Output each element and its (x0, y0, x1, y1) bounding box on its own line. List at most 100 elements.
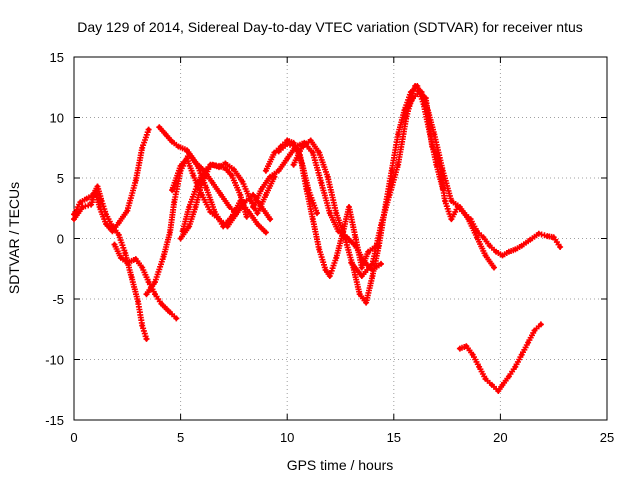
data-point (449, 216, 454, 222)
data-point (506, 249, 512, 255)
data-point (229, 173, 234, 178)
y-tick-label: 10 (50, 111, 64, 126)
data-point (359, 273, 365, 279)
data-point (464, 343, 469, 349)
data-point (110, 229, 115, 234)
data-point (191, 173, 196, 178)
data-point (133, 256, 139, 262)
data-point (250, 204, 256, 210)
data-point (357, 291, 362, 297)
data-point (496, 388, 501, 394)
series-sat-h (179, 160, 278, 235)
y-tick-label: 5 (57, 171, 64, 186)
data-point (159, 301, 164, 307)
data-point (161, 254, 166, 259)
data-point (259, 186, 264, 192)
data-point (363, 300, 369, 305)
series-sat-g (169, 155, 274, 230)
data-point (216, 164, 222, 170)
y-tick-label: -5 (52, 292, 64, 307)
x-tick-label: 5 (177, 430, 184, 445)
data-point (442, 198, 448, 204)
data-point (293, 144, 298, 149)
data-point (470, 352, 475, 357)
data-point (291, 162, 296, 167)
data-point (167, 230, 173, 235)
data-point (404, 114, 409, 119)
data-point (184, 156, 190, 161)
data-point (210, 180, 215, 186)
data-point (423, 95, 428, 101)
series-sat-b (71, 126, 152, 235)
data-point (378, 222, 384, 228)
data-point (210, 162, 215, 167)
data-point (519, 352, 524, 357)
data-point (276, 168, 281, 173)
series-sat-n (403, 89, 564, 259)
series-markers (71, 126, 152, 235)
x-tick-label: 15 (387, 430, 401, 445)
data-point (468, 216, 473, 222)
data-point (299, 161, 305, 166)
data-point (144, 291, 149, 297)
data-point (140, 265, 145, 270)
data-point (186, 204, 192, 210)
data-point (244, 214, 249, 219)
data-point (112, 242, 117, 247)
data-point (513, 364, 518, 369)
data-point (285, 156, 290, 161)
chart-title: Day 129 of 2014, Sidereal Day-to-day VTE… (77, 19, 583, 35)
data-point (195, 181, 200, 187)
data-point (180, 229, 185, 234)
data-point (122, 250, 128, 256)
data-point (536, 231, 541, 236)
data-point (169, 139, 175, 144)
data-point (248, 198, 254, 204)
data-point (487, 243, 492, 248)
data-point (417, 89, 422, 95)
data-point (169, 187, 175, 193)
y-tick-label: -15 (45, 413, 64, 428)
data-point (263, 192, 269, 198)
data-point (476, 364, 482, 369)
data-point (346, 204, 352, 210)
data-point (545, 233, 550, 239)
data-point (146, 279, 151, 285)
data-point (310, 150, 315, 155)
data-point (483, 376, 488, 382)
series-layer (71, 83, 564, 394)
x-tick-label: 20 (493, 430, 507, 445)
data-point (193, 204, 198, 210)
data-point (267, 174, 273, 179)
data-point (93, 190, 98, 195)
data-point (314, 210, 320, 216)
data-point (240, 179, 245, 184)
data-point (316, 247, 322, 252)
data-point (489, 382, 495, 388)
data-point (163, 132, 168, 137)
data-point (334, 255, 339, 261)
data-point (395, 162, 401, 167)
data-point (319, 180, 324, 186)
data-point (116, 220, 121, 225)
x-tick-label: 25 (600, 430, 614, 445)
data-point (157, 124, 162, 130)
data-point (412, 83, 418, 89)
y-tick-label: 15 (50, 50, 64, 65)
data-point (178, 236, 183, 241)
data-point (178, 163, 183, 169)
data-point (387, 192, 392, 198)
data-point (500, 382, 505, 388)
data-point (506, 374, 512, 379)
data-point (299, 144, 305, 149)
data-point (481, 235, 486, 240)
data-point (285, 138, 290, 143)
data-point (457, 346, 463, 351)
data-point (491, 265, 497, 270)
data-point (557, 244, 563, 250)
data-point (97, 204, 102, 210)
data-point (203, 185, 209, 190)
y-axis-label: SDTVAR / TECUs (6, 182, 22, 294)
data-point (135, 299, 141, 304)
data-point (370, 261, 375, 267)
